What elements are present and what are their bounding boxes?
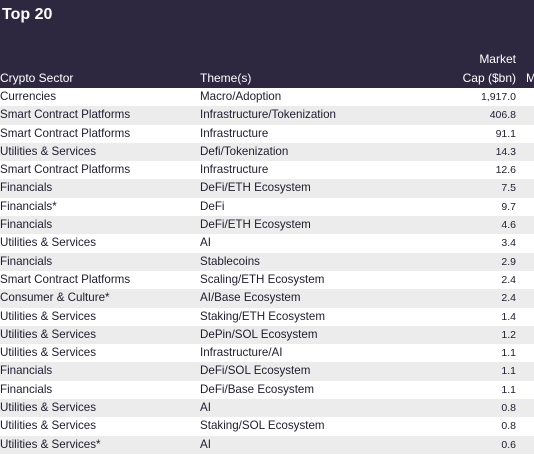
cell-crypto-sector: Financials [0, 181, 53, 195]
cell-theme: Stablecoins [200, 254, 260, 268]
cell-market-cap: 2.4 [501, 292, 516, 305]
table-row: Financials DeFi/Base Ecosystem 1.1 [0, 381, 534, 399]
cell-crypto-sector: Utilities & Services [0, 144, 96, 158]
cell-market-cap: 1.1 [501, 383, 516, 396]
table-row: Smart Contract Platforms Scaling/ETH Ecos… [0, 271, 534, 289]
cell-crypto-sector: Utilities & Services [0, 346, 96, 360]
table-row: Smart Contract Platforms Infrastructure/T… [0, 106, 534, 125]
cell-theme: Scaling/ETH Ecosystem [200, 272, 325, 286]
cell-market-cap: 4.6 [501, 219, 516, 232]
table-row: Financials DeFi/SOL Ecosystem 1.1 [0, 362, 534, 381]
cell-crypto-sector: Financials [0, 382, 53, 396]
cell-market-cap: 1.2 [501, 328, 516, 341]
cell-theme: DeFi/ETH Ecosystem [200, 218, 311, 232]
table-row: Utilities & Services Staking/ETH Ecosyste… [0, 308, 534, 326]
cell-theme: DeFi/ETH Ecosystem [200, 181, 311, 195]
table-row: Utilities & Services AI 3.4 [0, 234, 534, 252]
table-row: Financials* DeFi 9.7 [0, 198, 534, 216]
header-truncated-column: M [526, 71, 534, 85]
table-row: Currencies Macro/Adoption 1,917.0 [0, 88, 534, 106]
cell-market-cap: 1,917.0 [480, 91, 516, 103]
cell-market-cap: 406.8 [489, 109, 516, 122]
cell-crypto-sector: Financials [0, 364, 53, 378]
cell-theme: Infrastructure [200, 126, 269, 140]
cell-theme: Staking/SOL Ecosystem [200, 419, 325, 433]
cell-market-cap: 3.4 [501, 237, 516, 250]
cell-market-cap: 2.4 [501, 273, 516, 286]
cell-crypto-sector: Smart Contract Platforms [0, 108, 131, 122]
table-row: Financials DeFi/ETH Ecosystem 7.5 [0, 179, 534, 198]
table-row: Utilities & Services DePin/SOL Ecosystem 1… [0, 325, 534, 345]
table-header: Crypto Sector Theme(s) Market Cap ($bn) … [0, 30, 534, 88]
table-row: Utilities & Services Defi/Tokenization 14.… [0, 142, 534, 162]
cell-crypto-sector: Utilities & Services [0, 236, 96, 250]
table-title: Top 20 [2, 6, 53, 23]
cell-market-cap: 1.1 [501, 365, 516, 378]
cell-market-cap: 1.1 [501, 347, 516, 360]
header-market-cap-line2: Cap ($bn) [462, 71, 516, 85]
cell-market-cap: 2.9 [501, 255, 516, 268]
cell-theme: Infrastructure [200, 163, 269, 177]
cell-theme: DeFi/Base Ecosystem [200, 382, 315, 396]
table-row: Financials Stablecoins 2.9 [0, 252, 534, 271]
cell-crypto-sector: Smart Contract Platforms [0, 272, 131, 286]
table-row: Utilities & Services* AI 0.6 [0, 435, 534, 454]
cell-market-cap: 1.4 [501, 310, 516, 323]
table-row: Utilities & Services Staking/SOL Ecosyste… [0, 417, 534, 435]
cell-theme: Defi/Tokenization [200, 144, 289, 158]
cell-market-cap: 0.8 [501, 402, 516, 415]
cell-market-cap: 14.3 [495, 145, 516, 158]
cell-crypto-sector: Financials* [0, 199, 57, 213]
cell-market-cap: 7.5 [501, 182, 516, 195]
table-body: Currencies Macro/Adoption 1,917.0 Smart Con… [0, 88, 534, 454]
cell-market-cap: 0.8 [501, 420, 516, 433]
cell-theme: DeFi/SOL Ecosystem [200, 364, 311, 378]
cell-crypto-sector: Smart Contract Platforms [0, 126, 131, 140]
cell-theme: AI [200, 401, 211, 415]
cell-crypto-sector: Utilities & Services [0, 419, 96, 433]
cell-market-cap: 0.6 [501, 438, 516, 451]
title-bar: Top 20 [0, 0, 534, 30]
cell-theme: Staking/ETH Ecosystem [200, 309, 325, 323]
cell-theme: Macro/Adoption [200, 90, 282, 103]
cell-crypto-sector: Currencies [0, 90, 57, 103]
cell-market-cap: 9.7 [501, 200, 516, 213]
cell-theme: Infrastructure/Tokenization [200, 108, 336, 122]
cell-market-cap: 12.6 [495, 164, 516, 177]
table-row: Utilities & Services AI 0.8 [0, 399, 534, 418]
cell-crypto-sector: Consumer & Culture* [0, 291, 110, 305]
table-row: Smart Contract Platforms Infrastructure 12… [0, 161, 534, 179]
cell-crypto-sector: Utilities & Services [0, 309, 96, 323]
cell-theme: DeFi [200, 199, 225, 213]
cell-crypto-sector: Utilities & Services [0, 401, 96, 415]
cell-theme: AI [200, 236, 211, 250]
header-crypto-sector: Crypto Sector [0, 71, 74, 85]
cell-theme: AI [200, 437, 211, 451]
cell-crypto-sector: Utilities & Services* [0, 437, 101, 451]
cell-crypto-sector: Financials [0, 254, 53, 268]
cell-crypto-sector: Smart Contract Platforms [0, 163, 131, 177]
cell-theme: Infrastructure/AI [200, 346, 283, 360]
cell-crypto-sector: Financials [0, 218, 53, 232]
header-themes: Theme(s) [200, 71, 252, 85]
cell-theme: DePin/SOL Ecosystem [200, 327, 318, 341]
table-row: Smart Contract Platforms Infrastructure 91… [0, 125, 534, 143]
header-market-cap-line1: Market [479, 52, 516, 66]
table-row: Financials DeFi/ETH Ecosystem 4.6 [0, 216, 534, 235]
table-row: Consumer & Culture* AI/Base Ecosystem 2.4 [0, 289, 534, 308]
cell-market-cap: 91.1 [495, 127, 516, 140]
cell-crypto-sector: Utilities & Services [0, 327, 96, 341]
table-row: Utilities & Services Infrastructure/AI 1.1 [0, 344, 534, 362]
cell-theme: AI/Base Ecosystem [200, 291, 301, 305]
